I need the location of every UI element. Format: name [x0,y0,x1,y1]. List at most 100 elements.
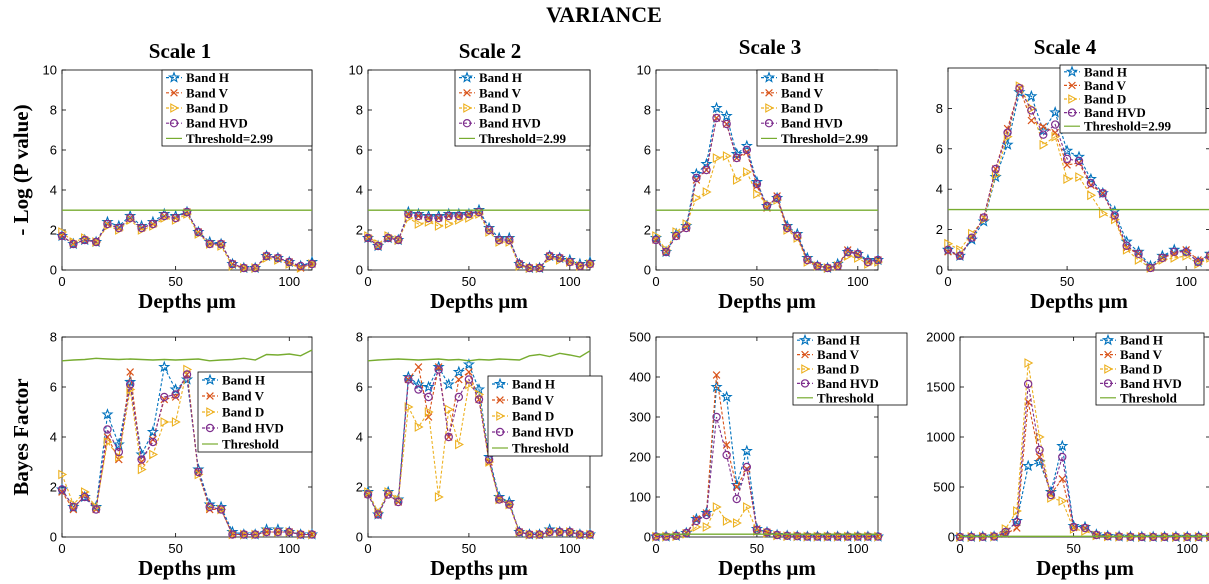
x-tick-label: 50 [750,541,764,556]
data-point [752,525,762,535]
data-point [103,433,112,441]
x-tick-label: 0 [652,541,659,556]
data-point [1025,89,1038,102]
data-point [424,213,433,223]
y-tick-label: 0 [356,263,363,278]
data-point [710,380,723,393]
data-point [1168,243,1181,255]
data-point [182,370,192,379]
legend-entry: Band H [1084,64,1127,79]
data-point [843,532,852,541]
data-point [160,211,169,221]
legend-marker [169,118,179,128]
data-point [813,532,822,541]
data-point [1122,244,1132,255]
series-line [960,445,1209,538]
data-point [126,368,135,376]
x-tick-label: 0 [652,274,659,289]
data-point [462,358,475,370]
x-tick-label: 50 [462,274,476,289]
y-tick-label: 2 [356,223,363,238]
data-point [465,368,473,376]
data-point [149,435,157,444]
legend-marker [765,88,773,97]
data-point [1024,358,1034,368]
data-point [1015,83,1024,93]
y-tick-label: 4 [936,182,943,197]
data-point [250,263,260,273]
data-point [1047,493,1057,503]
data-point [472,383,486,395]
data-point [753,182,761,190]
legend-entry: Band HVD [781,116,843,131]
data-point [1056,439,1069,452]
legend-entry: Band V [186,85,229,100]
legend-entry: Threshold=2.99 [1084,119,1171,134]
data-point [782,531,792,541]
data-point [422,380,435,393]
legend-marker [801,350,809,359]
y-tick-label: 4 [356,430,363,445]
legend-marker [1068,94,1078,104]
x-tick-label: 100 [1176,541,1198,556]
data-point [1058,452,1067,462]
legend-marker [493,377,507,390]
legend-box [197,371,313,453]
data-point [712,153,722,163]
legend-box [454,69,591,147]
data-point [57,231,67,241]
x-tick-label: 100 [278,541,300,556]
figure-title: VARIANCE [546,2,662,27]
data-point [525,530,534,539]
legend-entry: Band V [479,85,522,100]
data-point [873,532,883,541]
y-tick-label: 8 [50,330,57,345]
data-point [732,518,742,528]
y-tick-label: 2000 [926,330,955,345]
data-point [813,261,822,271]
series-line [61,365,312,536]
data-point [455,439,464,450]
legend-entry: Band H [222,373,265,388]
legend-entry: Band V [817,347,860,362]
y-tick-label: 500 [933,480,955,495]
data-point [1010,514,1023,527]
data-point [722,151,732,161]
legend-marker [764,118,774,128]
data-point [710,101,723,114]
series-line [367,350,591,362]
data-point [228,530,237,539]
data-point [1023,379,1033,389]
data-point [114,447,124,457]
y-tick-label: 10 [43,63,57,78]
data-point [137,464,147,475]
data-point [853,249,863,259]
data-point [464,375,474,384]
series-band-hvd [943,83,1209,273]
series-band-hvd [57,207,317,273]
series-line [655,117,879,269]
data-point [444,404,454,415]
data-point [1037,124,1050,136]
data-point [434,213,443,223]
data-point [692,515,701,523]
data-point [404,375,413,384]
data-point [535,263,544,273]
data-point [494,495,504,504]
legend-entry: Threshold=2.99 [186,131,273,146]
data-point [1069,522,1078,532]
data-point [742,145,752,155]
data-point [692,173,701,183]
data-point [452,365,465,378]
data-point [979,213,988,222]
y-tick-label: 0 [948,530,955,545]
data-point [692,193,702,203]
data-point [712,412,721,422]
data-point [702,522,712,532]
data-point [444,211,453,221]
data-point [160,395,169,404]
